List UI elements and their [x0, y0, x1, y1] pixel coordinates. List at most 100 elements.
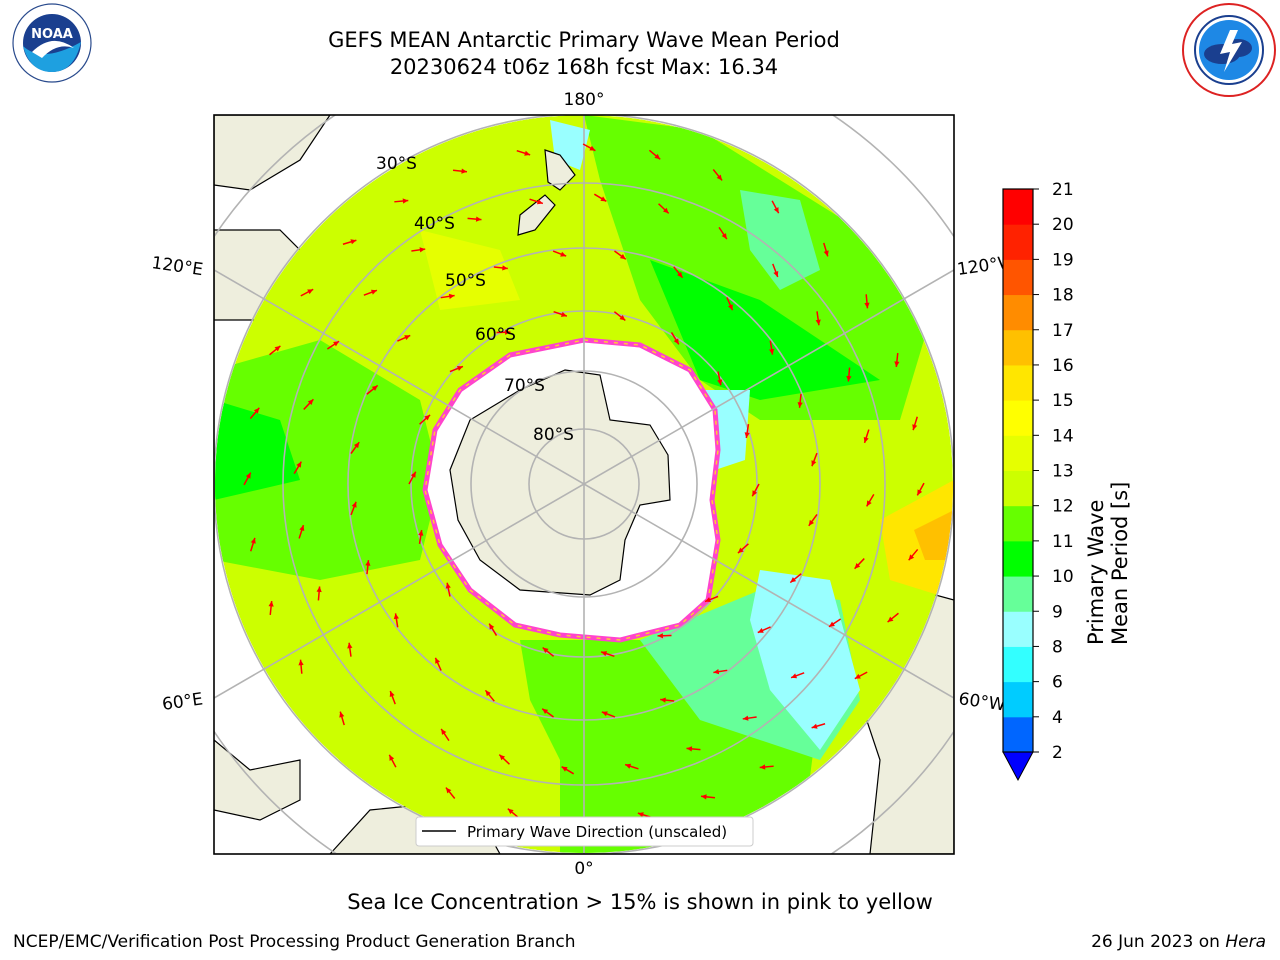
wave-arrow-head	[389, 691, 395, 698]
wave-arrow-head	[660, 697, 666, 703]
wave-arrow-head	[410, 471, 416, 478]
wave-arrow-head	[828, 621, 835, 627]
wave-arrow-head	[419, 247, 426, 253]
chart-title: GEFS MEAN Antarctic Primary Wave Mean Pe…	[328, 28, 840, 52]
wave-arrow-head	[445, 582, 451, 589]
wave-arrow-head	[435, 657, 441, 664]
wave-arrow-head	[637, 812, 644, 818]
wave-arrow-head	[524, 150, 531, 156]
wave-arrow-head	[307, 399, 314, 406]
lon-label-0: 0°	[574, 859, 593, 879]
wave-arrow-head	[887, 616, 894, 623]
colorbar-segment	[1003, 364, 1033, 401]
wave-arrow-head	[485, 690, 491, 697]
lat-label-50s: 50°S	[445, 271, 486, 291]
lat-label-30s: 30°S	[376, 154, 417, 174]
colorbar-tick-label: 18	[1052, 286, 1074, 306]
wave-arrow-head	[815, 319, 821, 326]
colorbar-tick-label: 13	[1052, 462, 1074, 482]
wave-arrow-head	[371, 385, 378, 391]
footer-date: 26 Jun 2023 on	[1091, 932, 1220, 952]
caption: Sea Ice Concentration > 15% is shown in …	[347, 890, 933, 914]
wave-arrow-head	[316, 586, 322, 593]
wave-arrow-head	[686, 746, 693, 752]
colorbar-tick-label: 15	[1052, 391, 1074, 411]
map-legend: Primary Wave Direction (unscaled)	[415, 816, 754, 847]
wave-arrow-head	[389, 754, 395, 761]
colorbar-segment	[1003, 540, 1033, 577]
colorbar-tick-label: 17	[1052, 321, 1074, 341]
colorbar-segment	[1003, 259, 1033, 296]
colorbar-segment	[1003, 681, 1033, 718]
wave-arrow-head	[912, 424, 918, 431]
wave-arrow-head	[365, 560, 371, 566]
wave-arrow-head	[894, 361, 900, 367]
wave-arrow-head	[601, 651, 608, 657]
wave-arrow-head	[536, 199, 543, 205]
colorbar-tick-label: 14	[1052, 426, 1074, 446]
wave-arrow-head	[759, 764, 766, 770]
legend-label: Primary Wave Direction (unscaled)	[467, 823, 727, 841]
wave-arrow-head	[808, 519, 815, 526]
land-new-zealand-south	[517, 194, 556, 236]
colorbar-segment	[1003, 611, 1033, 647]
colorbar-segment	[1003, 576, 1033, 612]
colorbar-segment	[1003, 224, 1033, 260]
wave-arrow-head	[716, 174, 723, 181]
footer-left: NCEP/EMC/Verification Post Processing Pr…	[13, 932, 576, 952]
colorbar: 2 4 6 8 9 10 11 12 13 14 15 16 17 18 19 20 21	[1002, 180, 1074, 782]
wave-arrow-head	[769, 348, 775, 355]
wave-arrow-head	[713, 669, 720, 675]
nws-logo	[1182, 3, 1276, 97]
wave-arrow-head	[657, 633, 663, 639]
wave-arrow-head	[737, 547, 744, 554]
colorbar-tick-label: 2	[1052, 743, 1063, 763]
wave-arrow-head	[625, 763, 632, 769]
wave-arrow-head	[823, 250, 829, 257]
wave-arrow-head	[441, 728, 447, 735]
lat-label-70s: 70°S	[504, 376, 545, 396]
wave-arrow-head	[600, 196, 607, 202]
wave-arrow-head	[811, 460, 817, 467]
colorbar-extend-min	[1002, 751, 1034, 782]
footer-host: Hera	[1225, 932, 1266, 952]
land-new-zealand-north	[544, 149, 576, 191]
wave-arrow-head	[721, 233, 727, 240]
lat-label-80s: 80°S	[533, 425, 574, 445]
colorbar-tick-label: 21	[1052, 180, 1074, 200]
lat-label-40s: 40°S	[414, 214, 455, 234]
colorbar-tick-label: 16	[1052, 356, 1074, 376]
colorbar-tick-label: 8	[1052, 637, 1063, 657]
colorbar-segment	[1003, 716, 1033, 753]
colorbar-tick-label: 6	[1052, 673, 1063, 693]
colorbar-segment	[1003, 189, 1033, 225]
wave-arrow-head	[350, 239, 357, 245]
wave-arrow-head	[790, 577, 797, 583]
wave-arrow-head	[424, 414, 431, 421]
colorbar-segment	[1003, 294, 1033, 331]
wave-arrow-head	[299, 525, 305, 532]
wave-arrow-head	[505, 329, 511, 335]
wave-arrow-head	[864, 302, 870, 309]
colorbar-tick-label: 4	[1052, 708, 1063, 728]
wave-arrow-head	[298, 659, 304, 666]
wave-arrow-head	[791, 673, 798, 679]
wave-direction-arrows	[243, 143, 925, 825]
lat-label-60s: 60°S	[475, 325, 516, 345]
wave-arrow-head	[589, 145, 596, 151]
colorbar-tick-label: 12	[1052, 497, 1074, 517]
wave-arrow-head	[370, 289, 377, 295]
wave-arrow-head	[757, 627, 764, 633]
wave-arrow-head	[742, 715, 749, 721]
wave-arrow-head	[456, 365, 463, 371]
wave-arrow-head	[717, 379, 723, 386]
wave-arrow-head	[773, 207, 779, 214]
wave-arrow-head	[797, 402, 803, 408]
lon-label-180: 180°	[564, 90, 605, 110]
wave-arrow-head	[347, 642, 353, 649]
colorbar-segment	[1003, 329, 1033, 366]
colorbar-tick-label: 11	[1052, 532, 1074, 552]
wave-arrow-head	[339, 711, 345, 718]
wave-arrow-head	[908, 554, 915, 561]
colorbar-tick-label: 19	[1052, 250, 1074, 270]
